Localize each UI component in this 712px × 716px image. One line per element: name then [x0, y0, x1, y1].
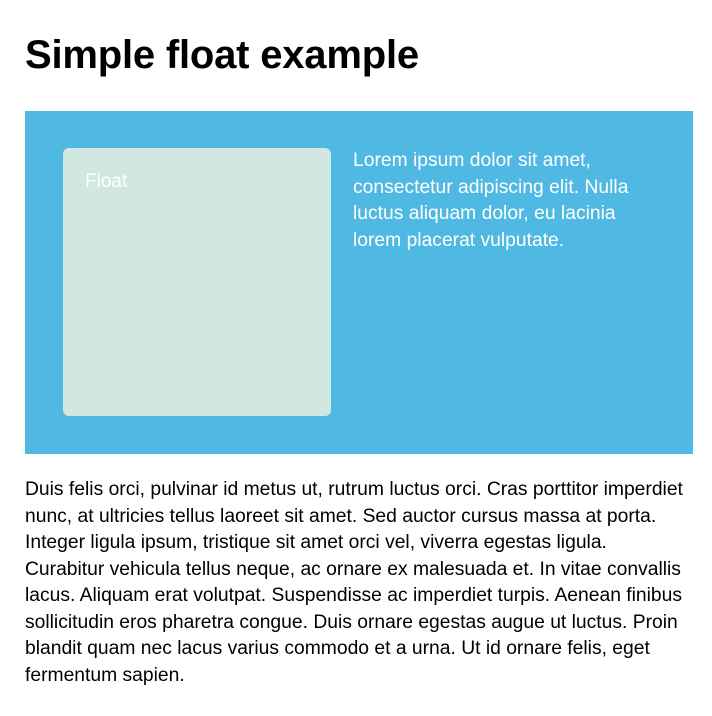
page-title: Simple float example: [25, 33, 419, 77]
float-box: Float: [63, 148, 331, 416]
float-wrapper: Float Lorem ipsum dolor sit amet, consec…: [25, 111, 693, 454]
body-paragraph: Duis felis orci, pulvinar id metus ut, r…: [25, 479, 683, 686]
float-label: Float: [85, 171, 128, 192]
wrapper-paragraph: Lorem ipsum dolor sit amet, consectetur …: [353, 150, 629, 251]
